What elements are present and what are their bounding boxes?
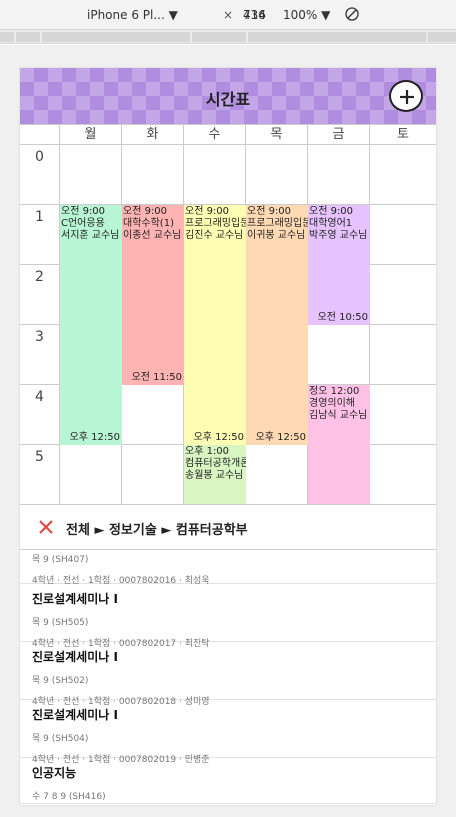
- course-end: 오전 10:50: [317, 312, 368, 323]
- course-block[interactable]: 오전 9:00 프로그래밍입문 이귀봉 교수님 오후 12:50: [246, 205, 308, 445]
- zoom-select[interactable]: 100% ▼: [283, 8, 331, 22]
- ruler: [0, 30, 456, 44]
- list-item[interactable]: 진로설계세미나 I 목 9 (SH502) 4학년 · 전선 · 1학점 · 0…: [20, 642, 436, 707]
- course-block[interactable]: 오전 9:00 대학수학(1) 이종선 교수님 오전 11:50: [122, 205, 184, 385]
- timetable-grid: 월 화 수 목 금 토 0 1 2 3 4 5 오전 9:00 C언어응용 서지…: [20, 124, 436, 505]
- breadcrumb: 전체 ► 정보기술 ► 컴퓨터공학부: [20, 504, 436, 550]
- device-select[interactable]: iPhone 6 Pl... ▼: [87, 8, 178, 22]
- grid-cell: [246, 445, 308, 505]
- day-header: 화: [122, 125, 184, 145]
- period-label: 5: [20, 445, 60, 505]
- list-item[interactable]: 목 9 (SH407) 4학년 · 전선 · 1학점 · 0007802016 …: [20, 550, 436, 586]
- grid-cell: [308, 145, 370, 205]
- course-room: 목 9 (SH505): [32, 618, 89, 628]
- course-start: 오전 9:00: [185, 206, 230, 217]
- grid-cell: [370, 325, 436, 385]
- course-name: 대학영어1: [309, 218, 353, 229]
- list-item[interactable]: 진로설계세미나 I 목 9 (SH504) 4학년 · 전선 · 1학점 · 0…: [20, 700, 436, 765]
- grid-cell: [370, 445, 436, 505]
- day-header: 월: [60, 125, 122, 145]
- course-name: 프로그래밍입문: [247, 218, 308, 229]
- timetable-header: 시간표: [20, 68, 436, 124]
- course-block[interactable]: 오전 9:00 C언어응용 서지훈 교수님 오후 12:50: [60, 205, 122, 445]
- day-header: 금: [308, 125, 370, 145]
- grid-cell: [246, 145, 308, 205]
- rotate-icon[interactable]: [344, 6, 360, 22]
- course-start: 오후 1:00: [185, 446, 230, 457]
- course-start: 오전 9:00: [309, 206, 354, 217]
- viewport-height[interactable]: 736: [243, 8, 266, 22]
- course-meta: 4학년 · 전선 · 1학점 · 0007802018 · 성미영: [32, 697, 210, 707]
- grid-cell: [370, 205, 436, 265]
- course-title: 진로설계세미나 I: [32, 592, 118, 606]
- grid-cell: [370, 385, 436, 445]
- grid-cell: [122, 145, 184, 205]
- period-label: 3: [20, 325, 60, 385]
- devtools-toolbar: iPhone 6 Pl... ▼ 414 × 736 100% ▼: [0, 0, 456, 30]
- period-label: 1: [20, 205, 60, 265]
- page-title: 시간표: [205, 90, 251, 109]
- day-header: 토: [370, 125, 436, 145]
- times-sign: ×: [223, 8, 234, 22]
- grid-cell: [184, 145, 246, 205]
- course-name: 경영의이해: [309, 398, 355, 409]
- course-meta: 4학년 · 전선 · 1학점 · 0007802017 · 최진탁: [32, 639, 210, 649]
- course-title: 진로설계세미나 I: [32, 650, 118, 664]
- grid-cell: [308, 325, 370, 385]
- breadcrumb-path[interactable]: 전체 ► 정보기술 ► 컴퓨터공학부: [66, 523, 248, 538]
- course-prof: 서지훈 교수님: [61, 230, 120, 241]
- course-meta: 4학년 · 전선 · 1학점 · 0007802019 · 민병준: [32, 755, 210, 765]
- course-start: 정오 12:00: [309, 386, 360, 397]
- course-block[interactable]: 오전 9:00 프로그래밍입문 김진수 교수님 오후 12:50: [184, 205, 246, 445]
- course-name: 대학수학(1): [123, 218, 174, 229]
- course-prof: 이귀봉 교수님: [247, 230, 306, 241]
- course-prof: 김진수 교수님: [185, 230, 244, 241]
- course-end: 오후 12:50: [193, 432, 244, 443]
- course-prof: 송월봉 교수님: [185, 470, 244, 481]
- course-prof: 이종선 교수님: [123, 230, 182, 241]
- course-end: 오전 11:50: [131, 372, 182, 383]
- course-block[interactable]: 오후 1:00 컴퓨터공학개론 송월봉 교수님: [184, 445, 246, 505]
- course-end: 오후 12:50: [69, 432, 120, 443]
- course-room: 목 9 (SH504): [32, 734, 89, 744]
- course-start: 오전 9:00: [123, 206, 168, 217]
- course-room: 목 9 (SH502): [32, 676, 89, 686]
- course-end: 오후 12:50: [255, 432, 306, 443]
- course-name: C언어응용: [61, 218, 105, 229]
- day-header: 목: [246, 125, 308, 145]
- close-x-icon[interactable]: [38, 519, 54, 535]
- course-meta: 4학년 · 전선 · 1학점 · 0007802016 · 최성욱: [32, 576, 210, 586]
- course-title: 인공지능: [32, 766, 77, 780]
- grid-cell: [122, 385, 184, 445]
- course-start: 오전 9:00: [61, 206, 106, 217]
- period-label: 0: [20, 145, 60, 205]
- list-item[interactable]: 진로설계세미나 I 목 9 (SH505) 4학년 · 전선 · 1학점 · 0…: [20, 584, 436, 649]
- grid-cell: [60, 445, 122, 505]
- day-header: 수: [184, 125, 246, 145]
- plus-badge-icon[interactable]: [389, 80, 423, 112]
- course-title: 진로설계세미나 I: [32, 708, 118, 722]
- grid-cell: [60, 145, 122, 205]
- course-block[interactable]: 오전 9:00 대학영어1 박주영 교수님 오전 10:50: [308, 205, 370, 325]
- course-name: 프로그래밍입문: [185, 218, 246, 229]
- period-label: 2: [20, 265, 60, 325]
- course-block[interactable]: 정오 12:00 경영의이해 김남식 교수님: [308, 385, 370, 505]
- grid-cell: [122, 445, 184, 505]
- list-item[interactable]: 인공지능 수 7 8 9 (SH416): [20, 758, 436, 804]
- period-label: 4: [20, 385, 60, 445]
- grid-cell: [370, 145, 436, 205]
- course-room: 수 7 8 9 (SH416): [32, 792, 106, 802]
- course-prof: 김남식 교수님: [309, 410, 368, 421]
- app-screen: 시간표 월 화 수 목 금 토 0 1 2 3 4 5 오전 9:00 C언어응…: [20, 68, 436, 805]
- course-start: 오전 9:00: [247, 206, 292, 217]
- course-room: 목 9 (SH407): [32, 555, 89, 565]
- corner-cell: [20, 125, 60, 145]
- course-list: 목 9 (SH407) 4학년 · 전선 · 1학점 · 0007802016 …: [20, 550, 436, 805]
- viewport-width[interactable]: 414: [243, 8, 266, 22]
- course-name: 컴퓨터공학개론: [185, 458, 246, 469]
- grid-cell: [370, 265, 436, 325]
- course-prof: 박주영 교수님: [309, 230, 368, 241]
